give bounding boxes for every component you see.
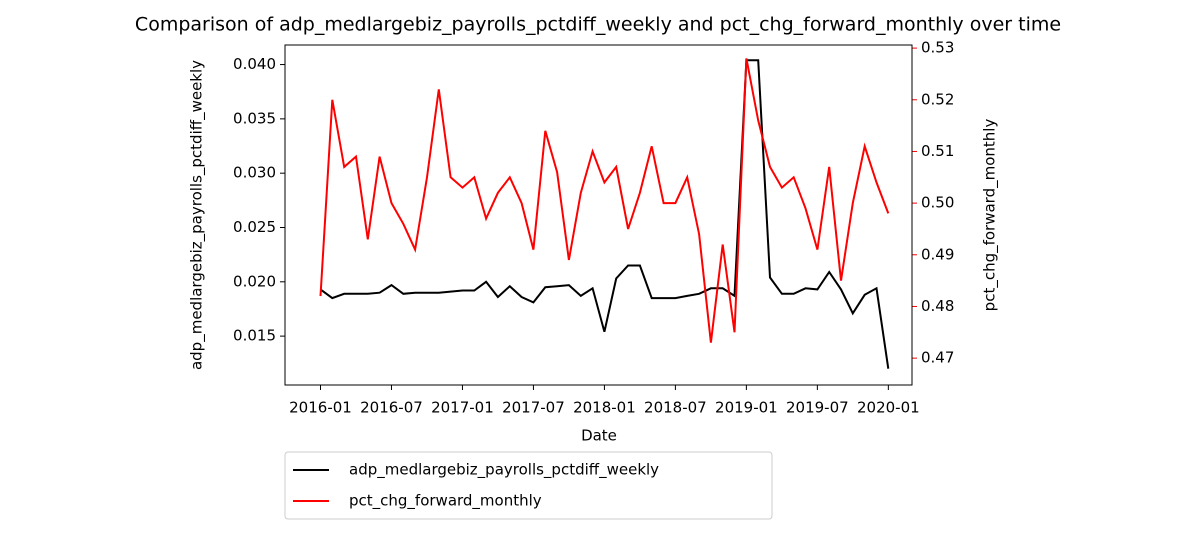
y-tick-label: 0.015 (233, 327, 276, 345)
y2-axis-label: pct_chg_forward_monthly (981, 119, 1000, 312)
legend-box (284, 451, 773, 520)
chart-title: Comparison of adp_medlargebiz_payrolls_p… (135, 14, 1061, 36)
x-tick-label: 2018-01 (573, 399, 636, 417)
y-tick-label: 0.025 (233, 218, 276, 236)
y2-tick-label: 0.53 (921, 39, 954, 57)
x-tick-label: 2017-07 (502, 399, 565, 417)
y-axis-label: adp_medlargebiz_payrolls_pctdiff_weekly (188, 60, 207, 370)
y-tick-label: 0.035 (233, 109, 276, 127)
x-tick-label: 2017-01 (431, 399, 494, 417)
x-tick-label: 2016-01 (289, 399, 352, 417)
plot-frame (284, 44, 913, 386)
y2-tick-label: 0.52 (921, 90, 954, 108)
legend-label: adp_medlargebiz_payrolls_pctdiff_weekly (349, 461, 659, 480)
x-tick-label: 2019-07 (786, 399, 849, 417)
y-tick-label: 0.040 (233, 55, 276, 73)
x-tick-label: 2019-01 (715, 399, 778, 417)
y2-tick-label: 0.49 (921, 245, 954, 263)
y2-tick-label: 0.48 (921, 297, 954, 315)
series-line (319, 59, 890, 369)
x-tick-label: 2018-07 (644, 399, 707, 417)
y2-tick-label: 0.47 (921, 349, 954, 367)
series-line (319, 58, 890, 343)
y-tick-label: 0.030 (233, 164, 276, 182)
y-tick-label: 0.020 (233, 272, 276, 290)
y2-tick-label: 0.51 (921, 142, 954, 160)
x-tick-label: 2016-07 (360, 399, 423, 417)
x-axis-label: Date (581, 427, 617, 445)
y2-tick-label: 0.50 (921, 194, 954, 212)
legend-label: pct_chg_forward_monthly (349, 492, 542, 511)
x-tick-label: 2020-01 (857, 399, 920, 417)
